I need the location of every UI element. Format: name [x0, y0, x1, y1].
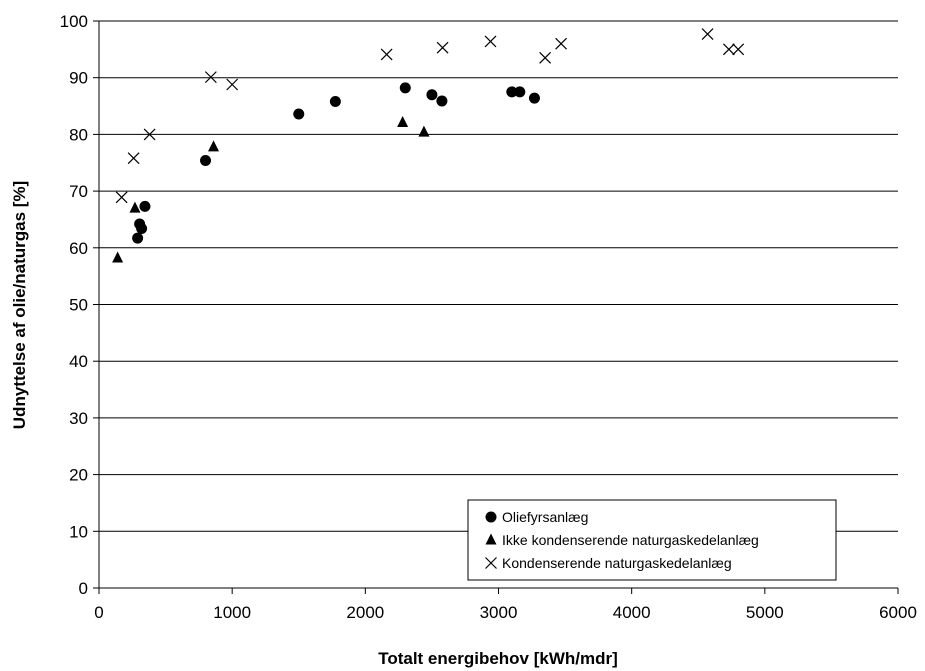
legend-marker-circle: [485, 511, 497, 523]
data-points: [112, 28, 745, 263]
legend-label: Oliefyrsanlæg: [502, 509, 588, 525]
x-point: [555, 37, 568, 50]
y-tick-label: 100: [60, 12, 88, 31]
circle-point: [132, 232, 144, 244]
x-point: [127, 152, 140, 165]
x-tick-label: 5000: [746, 603, 784, 622]
y-tick-label: 10: [69, 522, 88, 541]
x-tick-label: 3000: [480, 603, 518, 622]
y-tick-label: 90: [69, 69, 88, 88]
triangle-point: [397, 115, 409, 127]
x-point: [732, 43, 745, 56]
triangle-point: [112, 251, 124, 263]
legend-label: Kondenserende naturgaskedelanlæg: [502, 555, 732, 571]
y-tick-label: 40: [69, 352, 88, 371]
legend-marker-triangle: [485, 533, 497, 545]
triangle-point: [418, 125, 430, 137]
y-tick-label: 80: [69, 125, 88, 144]
x-tick-label: 2000: [346, 603, 384, 622]
legend-marker-x: [485, 557, 497, 569]
axes: [93, 20, 899, 594]
x-tick-labels: 0 1000 2000 3000 4000 5000 6000: [94, 603, 917, 622]
circle-point: [514, 86, 526, 98]
triangle-point: [208, 140, 220, 152]
gridlines: [99, 20, 898, 532]
legend: Oliefyrsanlæg Ikke kondenserende naturgas…: [467, 499, 837, 581]
circle-point: [399, 82, 411, 94]
y-tick-label: 0: [79, 579, 88, 598]
y-tick-label: 20: [69, 466, 88, 485]
x-tick-label: 0: [94, 603, 103, 622]
circle-point: [136, 223, 148, 235]
legend-label: Ikke kondenserende naturgaskedelanlæg: [502, 532, 759, 548]
circle-point: [329, 96, 341, 108]
x-point: [143, 128, 156, 141]
circle-point: [139, 200, 151, 212]
x-point: [204, 71, 217, 84]
triangle-point: [129, 201, 141, 213]
x-point: [226, 78, 239, 91]
circle-point: [528, 92, 540, 104]
y-tick-label: 70: [69, 182, 88, 201]
y-tick-label: 30: [69, 409, 88, 428]
circle-point: [506, 86, 518, 98]
x-tick-label: 1000: [213, 603, 251, 622]
x-point: [436, 41, 449, 54]
x-point: [701, 28, 714, 40]
x-point: [722, 43, 735, 56]
x-point: [115, 191, 128, 204]
y-axis-title: Udnyttelse af olie/naturgas [%]: [10, 181, 29, 429]
x-tick-label: 4000: [613, 603, 651, 622]
y-tick-label: 60: [69, 239, 88, 258]
x-point: [380, 48, 393, 61]
x-axis-title: Totalt energibehov [kWh/mdr]: [378, 649, 618, 668]
y-tick-labels: 0 10 20 30 40 50 60 70 80 90 100: [60, 12, 88, 598]
circle-point: [426, 89, 438, 101]
circle-point: [293, 108, 305, 120]
circle-point: [436, 95, 448, 107]
legend-box: [467, 499, 837, 581]
x-tick-label: 6000: [879, 603, 917, 622]
y-tick-label: 50: [69, 296, 88, 315]
x-point: [484, 35, 497, 48]
x-point: [539, 51, 552, 64]
circle-point: [200, 154, 212, 166]
